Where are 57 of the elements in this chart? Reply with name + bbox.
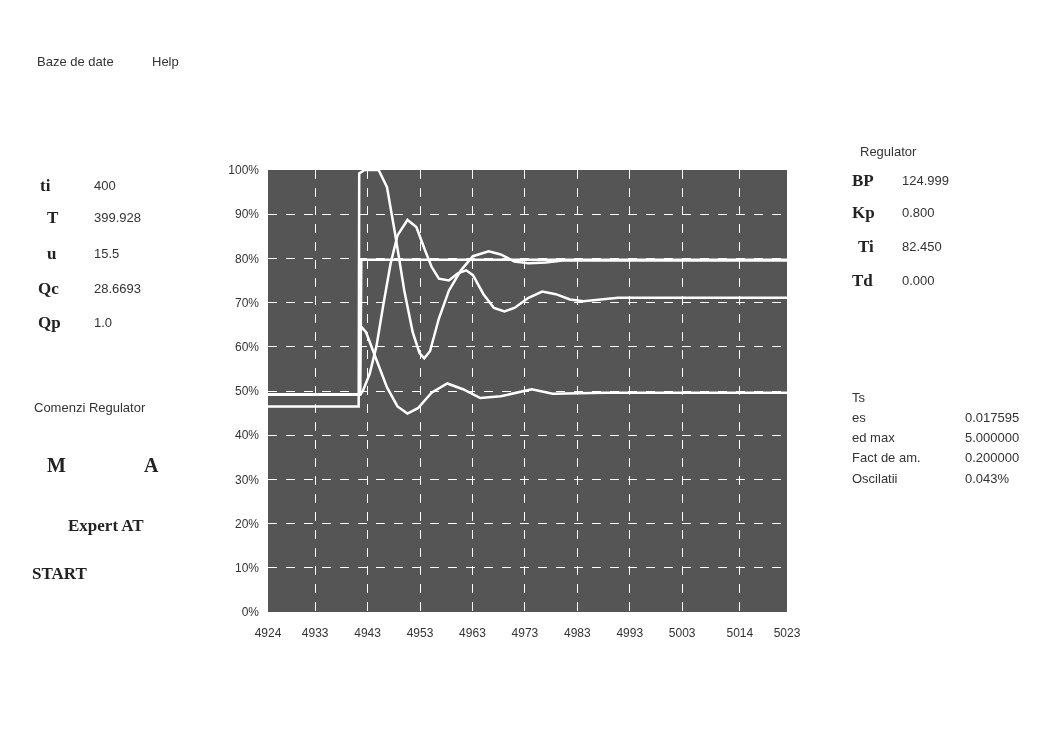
- text: T: [47, 208, 59, 227]
- text: ed max: [852, 430, 896, 445]
- y-tick-label: 100%: [228, 163, 260, 178]
- text: ti: [40, 176, 51, 195]
- text: Kp: [852, 203, 875, 222]
- y-tick-label: 80%: [234, 251, 260, 266]
- x-tick-label: 4983: [563, 626, 591, 640]
- text: Comenzi Regulator: [34, 400, 146, 415]
- text: Qc: [38, 279, 60, 298]
- text: es: [852, 410, 867, 425]
- text: Ts: [852, 390, 866, 405]
- text: 15.5: [94, 246, 120, 261]
- x-tick-label: 4924: [254, 626, 282, 640]
- text: Oscilatii: [852, 471, 898, 486]
- text: 400: [94, 178, 116, 193]
- y-tick-label: 50%: [234, 384, 260, 399]
- text: 0.043%: [965, 471, 1010, 486]
- x-tick-label: 4943: [354, 626, 382, 640]
- text: START: [32, 564, 88, 583]
- text: Qp: [38, 313, 61, 332]
- x-tick-label: 4993: [616, 626, 644, 640]
- text: 0.017595: [965, 410, 1020, 425]
- text: Baze de date: [37, 54, 114, 69]
- text: u: [47, 244, 57, 263]
- x-tick-label: 5023: [773, 626, 801, 640]
- y-tick-label: 60%: [234, 340, 260, 354]
- text: 124.999: [902, 173, 949, 188]
- text: Regulator: [860, 144, 918, 159]
- y-tick-label: 0%: [241, 605, 260, 620]
- text: Expert AT: [68, 516, 145, 535]
- text: Help: [152, 54, 179, 69]
- y-tick-label: 40%: [234, 428, 260, 443]
- text: 5.000000: [965, 430, 1020, 445]
- text: 28.6693: [94, 281, 141, 296]
- text: 399.928: [94, 210, 141, 225]
- x-tick-label: 5003: [668, 626, 696, 640]
- text: 0.800: [902, 205, 935, 220]
- x-tick-label: 4973: [511, 626, 539, 640]
- text: 0.000: [902, 273, 935, 288]
- text: Td: [852, 271, 874, 290]
- text: M: [47, 454, 66, 476]
- x-tick-label: 5014: [726, 626, 754, 640]
- y-tick-label: 10%: [234, 561, 260, 575]
- y-tick-label: 70%: [234, 295, 260, 310]
- text: 0.200000: [965, 450, 1020, 465]
- text: 1.0: [94, 315, 113, 330]
- y-tick-label: 30%: [234, 472, 260, 487]
- x-tick-label: 4953: [406, 626, 434, 640]
- text: A: [144, 454, 159, 476]
- text: Ti: [858, 237, 875, 256]
- text: Fact de am.: [852, 450, 921, 465]
- text: BP: [852, 171, 874, 190]
- x-tick-label: 4933: [301, 626, 329, 640]
- y-tick-label: 20%: [234, 516, 260, 531]
- y-tick-label: 90%: [234, 207, 260, 222]
- x-tick-label: 4963: [459, 626, 487, 640]
- text: 82.450: [902, 239, 942, 254]
